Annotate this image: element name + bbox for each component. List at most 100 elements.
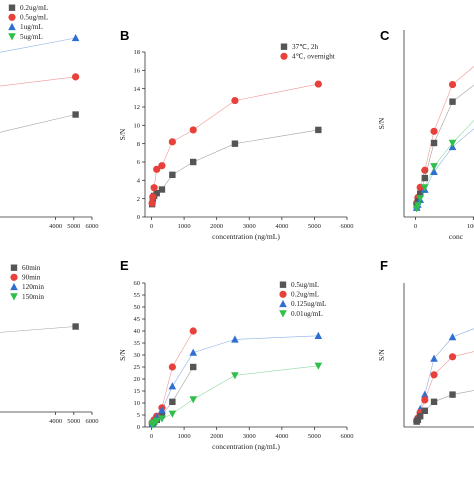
y-tick-label: 12 <box>134 104 141 111</box>
panel-b: 0 1000 2000 3000 4000 5000 6000 0 2 4 6 8 10 12 14 16 18… <box>118 43 354 241</box>
legend-entry: 0.01ug/mL <box>291 310 323 318</box>
series-line <box>0 172 76 180</box>
data-point <box>158 411 166 419</box>
data-point <box>72 73 80 81</box>
data-point <box>158 162 166 170</box>
y-tick-label: 55 <box>134 292 141 299</box>
x-tick-label: 6000 <box>341 433 354 440</box>
y-tick-label: 6 <box>137 159 141 166</box>
legend-entry: 1ug/mL <box>20 23 43 31</box>
y-tick-label: 8 <box>137 141 140 148</box>
x-tick-label: 5000 <box>67 223 80 230</box>
panel-letter: B <box>120 28 129 43</box>
legend-entry: 4℃, overnight <box>292 53 335 61</box>
data-point <box>449 98 456 105</box>
y-tick-label: 15 <box>134 388 141 395</box>
data-point <box>430 398 438 405</box>
data-point <box>231 140 239 147</box>
panel-letter: E <box>120 258 129 273</box>
x-tick-label: 3000 <box>243 223 256 230</box>
x-tick-label: 5000 <box>67 418 80 425</box>
x-tick-label: 5000 <box>308 433 321 440</box>
x-tick-label: 4000 <box>49 418 62 425</box>
x-tick-label: 3000 <box>243 433 256 440</box>
x-tick-label: 2000 <box>210 433 223 440</box>
y-tick-label: 0 <box>137 424 140 431</box>
y-tick-label: 18 <box>134 49 141 56</box>
y-tick-label: 40 <box>134 328 141 335</box>
y-axis-label: S/N <box>118 349 127 361</box>
panel-letter: F <box>380 258 388 273</box>
series-line <box>0 114 76 133</box>
data-point <box>430 139 438 147</box>
data-point <box>315 126 322 134</box>
y-tick-label: 16 <box>134 68 141 75</box>
x-tick-label: 4000 <box>275 433 288 440</box>
y-tick-label: 5 <box>137 412 140 419</box>
data-point <box>430 371 438 379</box>
panel-f: S/N <box>377 283 474 428</box>
data-point <box>72 323 79 330</box>
x-axis-label: concentration (ng/mL) <box>212 232 280 241</box>
y-axis-label: S/N <box>377 117 386 129</box>
data-point <box>72 169 80 176</box>
x-tick-label: 4000 <box>49 223 62 230</box>
x-tick-label: 1000 <box>467 223 474 230</box>
x-tick-label: 0 <box>414 223 417 230</box>
x-tick-label: 1000 <box>178 223 191 230</box>
y-tick-label: 10 <box>134 400 141 407</box>
legend-marker <box>8 13 16 21</box>
data-point <box>448 353 457 361</box>
y-tick-label: 50 <box>134 304 141 311</box>
y-tick-label: 10 <box>134 123 141 130</box>
data-point <box>421 174 428 182</box>
data-point <box>231 96 239 105</box>
legend-marker <box>279 290 287 298</box>
data-point <box>72 158 79 165</box>
data-point <box>314 331 323 339</box>
legend-marker <box>8 22 16 31</box>
data-point <box>448 80 457 89</box>
data-point <box>449 391 456 398</box>
legend-marker <box>10 293 18 301</box>
legend-marker <box>10 282 18 291</box>
legend-entry: 0.2ug/mL <box>291 291 319 299</box>
y-tick-label: 20 <box>134 376 141 383</box>
data-point <box>421 184 429 192</box>
data-point <box>421 390 429 398</box>
data-point <box>168 363 176 371</box>
data-point <box>168 138 176 146</box>
legend-entry: 0.5ug/mL <box>20 14 48 22</box>
data-point <box>72 143 80 150</box>
data-point <box>448 139 457 147</box>
legend-entry: 0.5ug/mL <box>291 281 319 289</box>
data-point <box>430 167 438 176</box>
data-point <box>153 165 161 173</box>
data-point <box>148 199 156 207</box>
x-axis-label: concentration (ng/mL) <box>212 442 280 451</box>
data-point <box>231 335 239 343</box>
data-point <box>421 396 429 404</box>
data-point <box>416 195 424 203</box>
legend-entry: 60min <box>22 264 41 272</box>
data-point <box>430 354 438 362</box>
x-tick-label: 2000 <box>210 223 223 230</box>
data-point <box>414 202 422 210</box>
y-tick-label: 60 <box>134 280 141 287</box>
data-point <box>416 413 424 420</box>
data-point <box>414 416 422 423</box>
data-point <box>189 348 198 356</box>
x-tick-label: 4000 <box>275 223 288 230</box>
legend-marker <box>8 4 16 11</box>
series-line <box>0 161 76 172</box>
data-point <box>153 189 160 197</box>
data-point <box>430 127 438 135</box>
data-point <box>71 33 80 42</box>
legend-marker <box>279 299 287 308</box>
data-point <box>190 363 197 371</box>
legend-entry: 0.2ug/mL <box>20 4 48 12</box>
data-point <box>189 327 197 335</box>
